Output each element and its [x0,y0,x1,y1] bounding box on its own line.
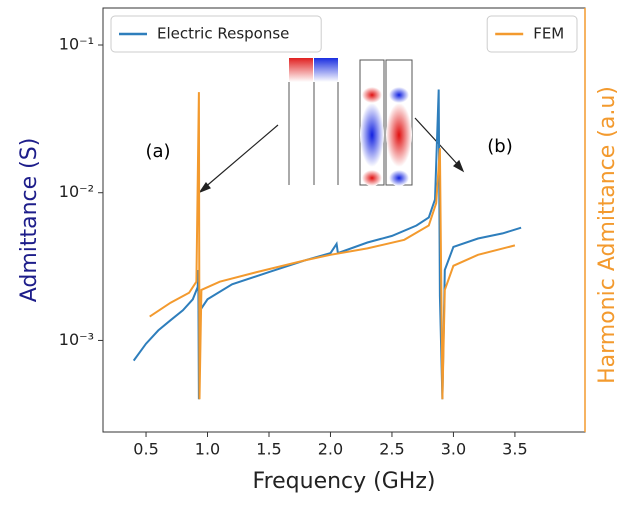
y-tick-label: 10⁻³ [59,330,94,349]
x-tick-label: 0.5 [133,440,158,459]
legend-label: Electric Response [157,25,289,43]
x-tick-label: 2.0 [318,440,343,459]
inset-field-plots [288,58,413,186]
annotation: (a) [145,141,170,162]
arrows [198,117,465,194]
legend: Electric Response [110,15,322,53]
y-axis-label: Admittance (S) [17,138,42,303]
y-tick-label: 10⁻² [59,182,94,201]
y2-axis-label: Harmonic Admittance (a.u) [595,86,620,384]
legend-label: FEM [533,25,564,43]
series-line [149,92,516,400]
x-tick-label: 3.5 [502,440,527,459]
x-axis-label: Frequency (GHz) [253,469,436,494]
x-tick-label: 1.0 [195,440,220,459]
annotation: (b) [487,136,512,157]
x-tick-label: 3.0 [441,440,466,459]
legend-box [110,15,322,53]
legend-box [486,15,578,53]
x-tick-label: 1.5 [256,440,281,459]
y-tick-label: 10⁻¹ [59,34,94,53]
legend: FEM [486,15,578,53]
plot-frame [102,7,586,433]
series-line [132,89,522,400]
x-tick-label: 2.5 [379,440,404,459]
